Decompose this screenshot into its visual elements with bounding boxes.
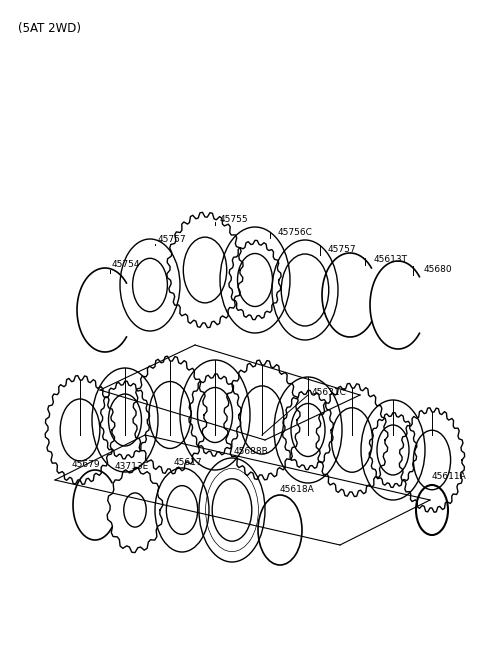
Text: 45611A: 45611A [432, 472, 467, 481]
Text: (5AT 2WD): (5AT 2WD) [18, 22, 81, 35]
Text: 45613T: 45613T [374, 255, 408, 264]
Text: 45680: 45680 [424, 265, 453, 274]
Text: 45754: 45754 [112, 260, 141, 269]
Text: 45757: 45757 [158, 235, 187, 244]
Text: 45688B: 45688B [234, 447, 269, 456]
Text: 43713E: 43713E [115, 462, 149, 471]
Text: 45679: 45679 [72, 460, 101, 469]
Text: 45755: 45755 [220, 215, 249, 224]
Text: 45757: 45757 [328, 245, 357, 254]
Text: 45617: 45617 [174, 458, 203, 467]
Text: 45618A: 45618A [280, 485, 315, 494]
Text: 45631C: 45631C [312, 388, 347, 397]
Text: 45756C: 45756C [278, 228, 313, 237]
